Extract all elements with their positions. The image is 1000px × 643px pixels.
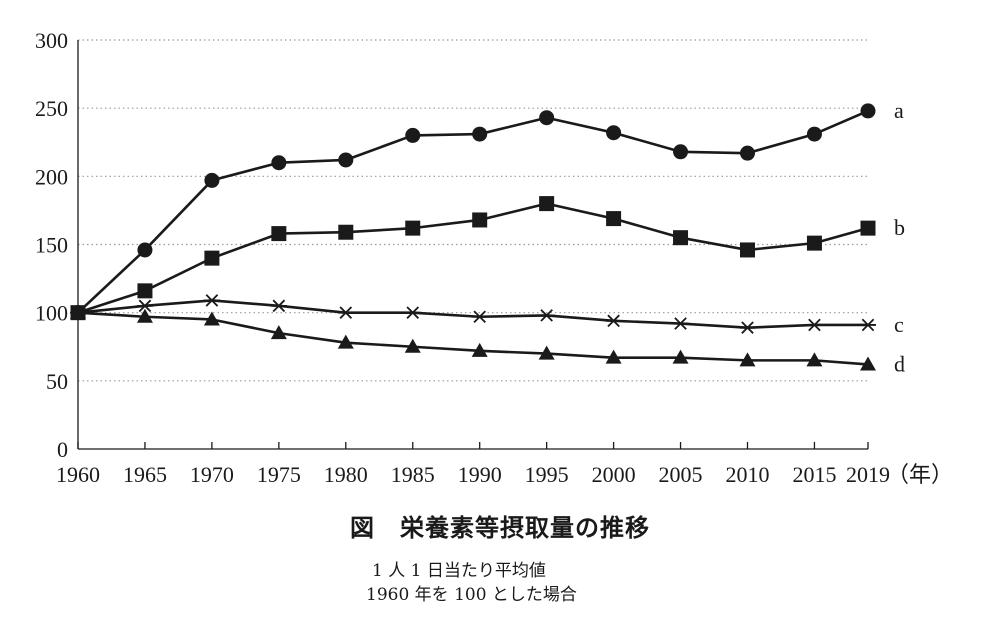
x-tick-label-2019: 2019 [846, 462, 890, 487]
point-a-1975 [271, 155, 287, 171]
point-b-2005 [673, 230, 689, 246]
x-tick-label-2005: 2005 [659, 462, 703, 487]
figure-note-2: 1960 年を 100 とした場合 [366, 585, 577, 605]
point-d-1975 [270, 325, 287, 340]
x-tick-label-1995: 1995 [525, 462, 569, 487]
y-tick-label-100: 100 [35, 301, 68, 326]
point-b-1995 [539, 196, 555, 212]
series-label-a: a [894, 98, 904, 123]
point-a-1970 [204, 172, 220, 188]
y-tick-label-0: 0 [57, 437, 68, 462]
series-label-c: c [894, 312, 904, 337]
y-tick-label-300: 300 [35, 28, 68, 53]
point-d-2019 [860, 356, 876, 371]
point-d-2015 [806, 352, 823, 367]
y-tick-label-150: 150 [35, 233, 68, 258]
point-d-2005 [672, 349, 689, 364]
point-d-1965 [136, 308, 153, 323]
point-d-1985 [404, 338, 421, 353]
point-d-1995 [538, 345, 555, 360]
point-d-2010 [739, 352, 756, 367]
x-tick-label-1975: 1975 [257, 462, 301, 487]
point-c-1990 [471, 310, 488, 324]
point-d-1960 [70, 304, 86, 319]
series-line-a [77, 109, 869, 314]
point-b-2010 [739, 242, 755, 258]
point-b-1975 [271, 226, 287, 242]
point-c-2019 [860, 318, 876, 332]
point-c-1970 [203, 294, 220, 307]
point-d-1990 [471, 342, 488, 357]
point-b-1980 [338, 224, 354, 240]
point-c-2010 [739, 321, 756, 334]
y-tick-label-50: 50 [46, 369, 68, 394]
point-a-2000 [606, 125, 622, 141]
point-c-2005 [672, 317, 689, 330]
point-a-1995 [539, 110, 555, 126]
point-a-2010 [739, 145, 755, 161]
x-tick-label-1990: 1990 [458, 462, 502, 487]
point-c-1975 [270, 299, 287, 313]
point-a-1990 [472, 126, 488, 142]
x-tick-label-1970: 1970 [190, 462, 234, 487]
point-b-2000 [606, 211, 622, 227]
point-b-1985 [405, 220, 421, 236]
point-c-1985 [404, 306, 421, 319]
point-b-1970 [204, 250, 220, 266]
point-d-1970 [203, 311, 220, 326]
x-tick-label-2010: 2010 [725, 462, 769, 487]
y-tick-label-250: 250 [35, 96, 68, 121]
y-tick-label-200: 200 [35, 164, 68, 189]
x-tick-label-1980: 1980 [324, 462, 368, 487]
point-b-1965 [137, 283, 153, 299]
x-tick-label-2015: 2015 [792, 462, 836, 487]
series-line-c [77, 299, 868, 329]
point-d-1980 [337, 334, 354, 349]
x-tick-label-2000: 2000 [592, 462, 636, 487]
point-b-2015 [806, 235, 822, 251]
point-a-1985 [405, 127, 421, 143]
point-c-1965 [136, 299, 153, 313]
x-tick-label-1965: 1965 [123, 462, 167, 487]
line-chart: 0 50 100 150 200 250 300 1960 1965 1970 1975 1980 19… [35, 28, 953, 487]
x-tick-label-1960: 1960 [56, 462, 100, 487]
point-c-1995 [538, 309, 555, 322]
point-c-2015 [806, 318, 823, 332]
series-label-d: d [894, 351, 905, 376]
point-a-2005 [673, 144, 689, 160]
point-b-1990 [472, 212, 488, 228]
point-c-1980 [337, 306, 354, 319]
point-a-2019 [860, 103, 876, 119]
figure-note-1: 1 人 1 日当たり平均値 [372, 561, 546, 581]
x-axis-unit: （年） [887, 462, 953, 487]
x-tick-label-1985: 1985 [391, 462, 435, 487]
point-d-2000 [605, 349, 622, 364]
point-a-1980 [338, 152, 354, 168]
series-label-b: b [894, 215, 905, 240]
point-a-2015 [806, 126, 822, 142]
point-b-2019 [860, 220, 876, 236]
point-c-2000 [605, 314, 622, 328]
figure-title: 図 栄養素等摂取量の推移 [350, 514, 650, 542]
point-a-1965 [137, 242, 153, 258]
